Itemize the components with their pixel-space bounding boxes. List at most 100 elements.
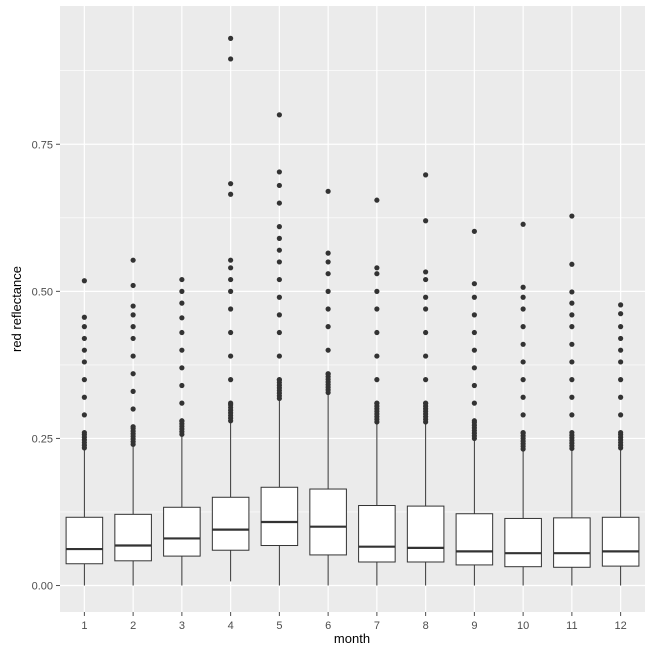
box-month-8 [406, 172, 445, 586]
outlier-point [130, 257, 136, 263]
outlier-point [228, 56, 234, 62]
outlier-point [325, 288, 331, 294]
outlier-point [569, 359, 575, 365]
outlier-point [228, 353, 234, 359]
outlier-point [471, 329, 477, 336]
outlier-point [471, 382, 477, 389]
x-tick-label: 2 [130, 620, 136, 632]
outlier-point [374, 265, 380, 271]
outlier-point [179, 329, 185, 336]
y-axis-title: red reflectance [9, 266, 24, 352]
outlier-point [130, 371, 136, 377]
outlier-point [130, 335, 136, 342]
box-iqr [260, 486, 299, 547]
outlier-point [520, 377, 526, 383]
outlier-point [228, 276, 234, 283]
outlier-point [276, 169, 282, 175]
x-tick-label: 10 [517, 620, 529, 632]
outlier-point [276, 182, 282, 189]
x-tick-label: 1 [81, 620, 87, 632]
outlier-point [81, 335, 87, 342]
outlier-point [81, 429, 87, 436]
x-tick-label: 6 [325, 620, 331, 632]
box-iqr [553, 517, 591, 568]
outlier-point [569, 429, 575, 436]
outlier-point [228, 191, 234, 197]
x-axis-title: month [334, 631, 370, 646]
box-iqr [601, 516, 640, 567]
outlier-point [423, 329, 429, 336]
outlier-point [276, 200, 282, 206]
box-month-2 [114, 257, 152, 586]
box-iqr [309, 488, 347, 556]
outlier-point [423, 400, 429, 406]
outlier-point [325, 271, 331, 277]
outlier-point [618, 412, 624, 418]
outlier-point [569, 261, 575, 267]
box-iqr [114, 513, 152, 562]
outlier-point [228, 35, 234, 41]
outlier-point [179, 400, 185, 406]
outlier-point [130, 282, 136, 289]
outlier-point [520, 284, 526, 290]
y-tick-label: 0.25 [32, 433, 53, 445]
y-axis: 0.00 0.25 0.50 0.75 [32, 139, 60, 593]
box-month-4 [211, 35, 250, 582]
outlier-point [423, 218, 429, 224]
outlier-point [130, 406, 136, 412]
x-tick-label: 12 [615, 620, 627, 632]
outlier-point [618, 429, 624, 436]
outlier-point [471, 281, 477, 287]
box-iqr [504, 517, 542, 568]
outlier-point [276, 329, 282, 336]
box-month-5 [260, 112, 299, 586]
box-iqr [65, 516, 104, 565]
outlier-point [374, 377, 380, 383]
x-tick-label: 9 [471, 620, 477, 632]
outlier-point [618, 311, 624, 317]
outlier-point [130, 424, 136, 430]
outlier-point [374, 271, 380, 277]
outlier-point [228, 377, 234, 383]
outlier-point [179, 315, 185, 321]
outlier-point [179, 365, 185, 371]
outlier-point [228, 288, 234, 294]
outlier-point [374, 329, 380, 336]
outlier-point [374, 288, 380, 294]
outlier-point [471, 312, 477, 318]
outlier-point [228, 306, 234, 312]
outlier-point [276, 353, 282, 359]
outlier-point [520, 306, 526, 312]
box-month-3 [163, 276, 201, 586]
box-month-1 [65, 278, 104, 586]
outlier-point [471, 347, 477, 353]
outlier-point [423, 269, 429, 275]
outlier-point [81, 377, 87, 383]
outlier-point [374, 306, 380, 312]
outlier-point [325, 250, 331, 256]
outlier-point [179, 276, 185, 283]
outlier-point [325, 306, 331, 312]
y-tick-label: 0.00 [32, 581, 53, 593]
outlier-point [520, 394, 526, 400]
outlier-point [276, 294, 282, 300]
outlier-point [423, 294, 429, 300]
grid-minor [60, 70, 645, 513]
outlier-point [618, 359, 624, 365]
outlier-point [520, 221, 526, 227]
outlier-point [618, 394, 624, 400]
outlier-point [471, 400, 477, 406]
outlier-point [276, 235, 282, 241]
box-month-12 [601, 302, 640, 586]
outlier-point [179, 288, 185, 294]
outlier-point [569, 324, 575, 330]
outlier-point [618, 335, 624, 342]
outlier-point [471, 228, 477, 234]
outlier-point [130, 303, 136, 309]
outlier-point [276, 259, 282, 265]
outlier-point [325, 259, 331, 265]
outlier-point [81, 412, 87, 418]
outlier-point [81, 314, 87, 320]
outlier-point [81, 347, 87, 353]
outlier-point [471, 418, 477, 424]
